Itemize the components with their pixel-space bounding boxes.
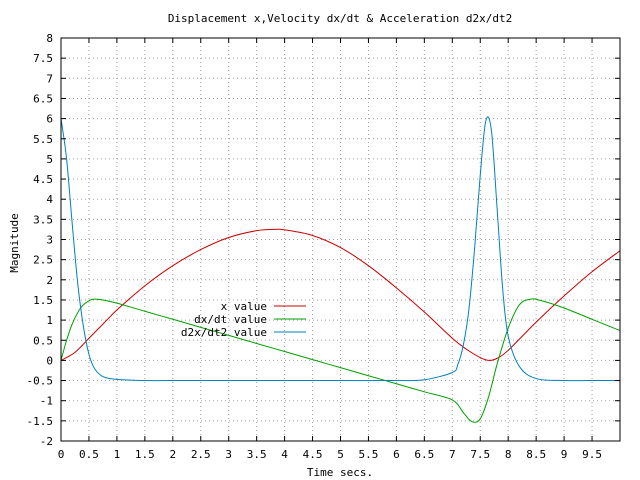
series-line-1 xyxy=(60,298,621,423)
y-tick-label: 0 xyxy=(46,354,53,367)
x-tick-label: 9.5 xyxy=(582,448,602,461)
x-tick-label: 8.5 xyxy=(526,448,546,461)
series-line-0 xyxy=(60,228,621,361)
ticks: 0 0.5 1 1.5 2 2.5 3 3.5 4 4.5 5 5.5 6 6.5 7 7.5 8 8.5 9 9.5… xyxy=(27,32,620,461)
legend-label-0: x value xyxy=(221,300,267,313)
y-tick-label: 3 xyxy=(46,234,53,247)
y-tick-label: 6 xyxy=(46,113,53,126)
x-tick-label: 4 xyxy=(281,448,288,461)
legend-label-1: dx/dt value xyxy=(194,313,267,326)
chart-title: Displacement x,Velocity dx/dt & Accelera… xyxy=(168,12,512,25)
y-tick-label: 2.5 xyxy=(33,254,53,267)
x-tick-label: 0.5 xyxy=(79,448,99,461)
x-tick-label: 5 xyxy=(337,448,344,461)
y-tick-label: 0.5 xyxy=(33,334,53,347)
x-tick-label: 0 xyxy=(58,448,65,461)
y-tick-label: 4.5 xyxy=(33,173,53,186)
x-tick-label: 5.5 xyxy=(359,448,379,461)
y-tick-label: 7.5 xyxy=(33,52,53,65)
y-axis-label: Magnitude xyxy=(8,213,21,273)
x-tick-label: 3 xyxy=(225,448,232,461)
x-tick-label: 7.5 xyxy=(470,448,490,461)
x-axis-label: Time secs. xyxy=(307,466,373,479)
y-tick-label: -0.5 xyxy=(27,375,54,388)
x-tick-label: 1 xyxy=(114,448,121,461)
series-line-2 xyxy=(60,116,620,382)
series-layer xyxy=(60,116,621,423)
x-tick-label: 2 xyxy=(169,448,176,461)
x-tick-label: 3.5 xyxy=(247,448,267,461)
y-tick-label: -2 xyxy=(40,435,53,448)
y-tick-label: 1.5 xyxy=(33,294,53,307)
legend-label-2: d2x/dt2 value xyxy=(181,326,267,339)
x-tick-label: 7 xyxy=(449,448,456,461)
x-tick-label: 4.5 xyxy=(303,448,323,461)
y-tick-label: 5 xyxy=(46,153,53,166)
y-tick-label: 5.5 xyxy=(33,133,53,146)
y-tick-label: 2 xyxy=(46,274,53,287)
y-tick-label: 8 xyxy=(46,32,53,45)
y-tick-label: 7 xyxy=(46,72,53,85)
x-tick-label: 1.5 xyxy=(135,448,155,461)
y-tick-label: 6.5 xyxy=(33,92,53,105)
x-tick-label: 6 xyxy=(393,448,400,461)
x-tick-label: 8 xyxy=(505,448,512,461)
x-tick-label: 2.5 xyxy=(191,448,211,461)
y-tick-label: -1 xyxy=(40,395,53,408)
y-tick-label: 1 xyxy=(46,314,53,327)
y-tick-label: -1.5 xyxy=(27,415,54,428)
x-tick-label: 6.5 xyxy=(414,448,434,461)
x-tick-label: 9 xyxy=(561,448,568,461)
y-tick-label: 3.5 xyxy=(33,213,53,226)
y-tick-label: 4 xyxy=(46,193,53,206)
